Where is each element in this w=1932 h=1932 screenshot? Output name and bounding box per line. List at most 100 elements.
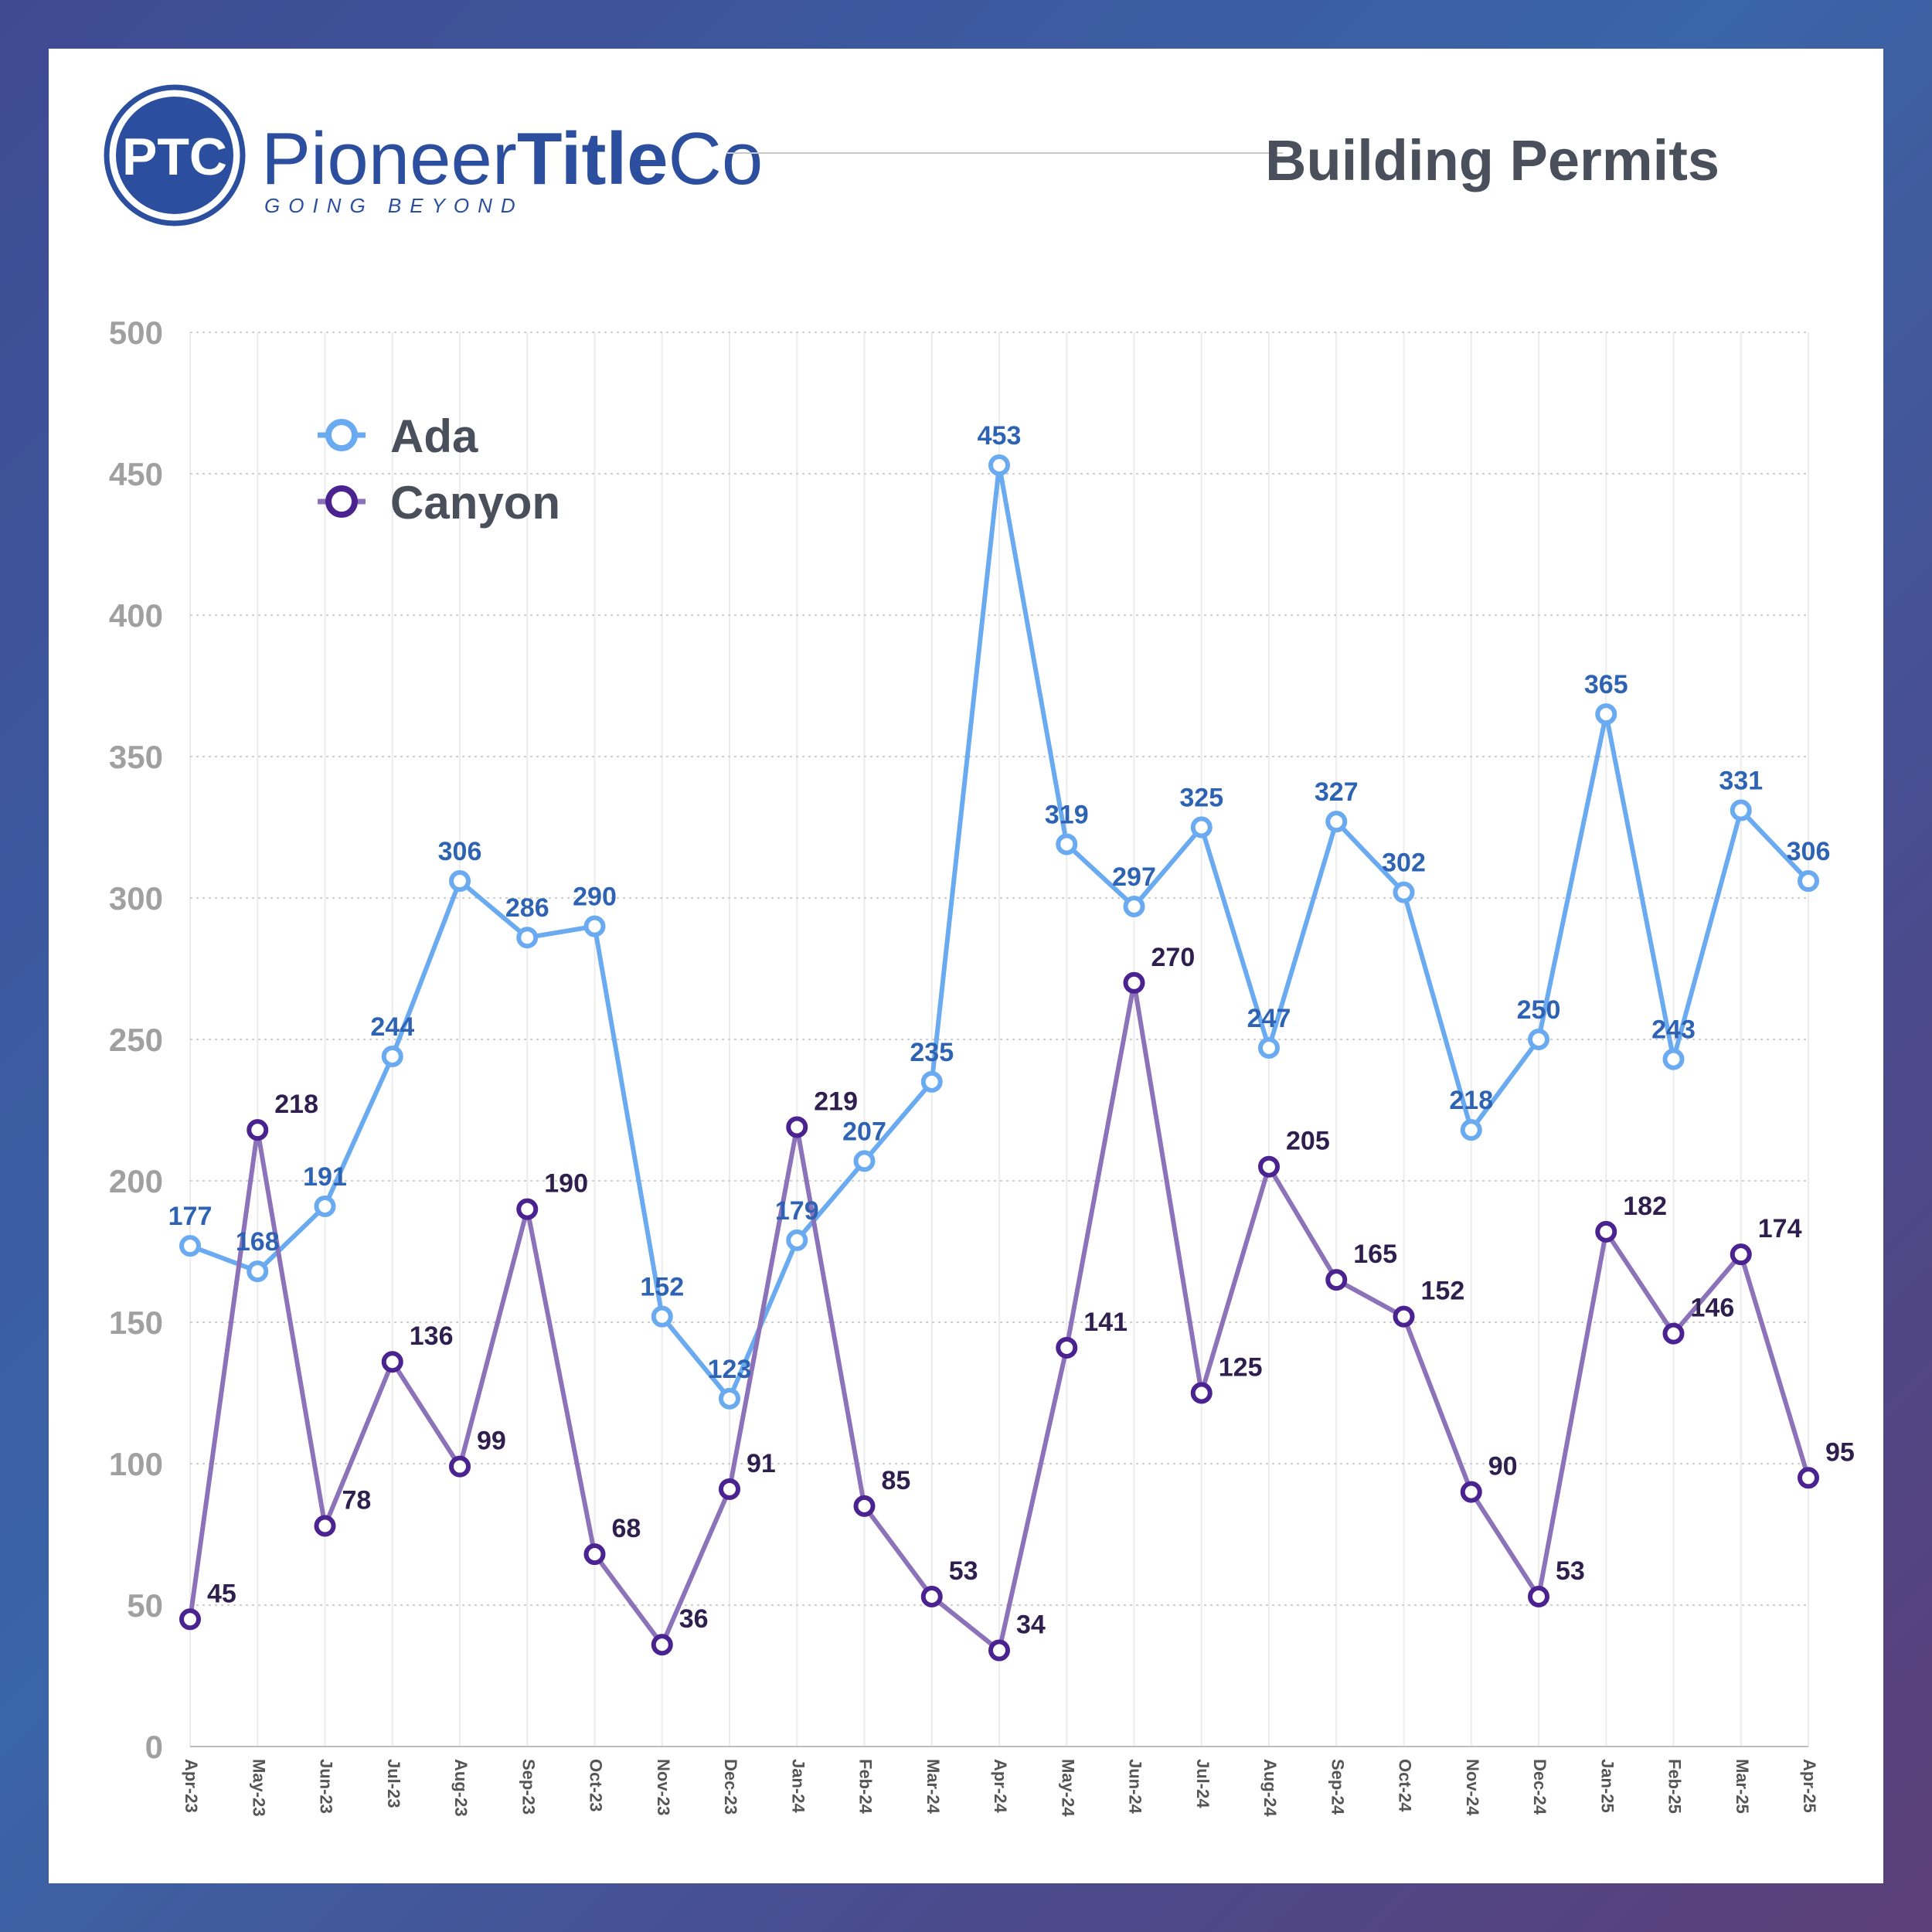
logo-badge-icon <box>116 97 233 214</box>
data-label-canyon: 270 <box>1151 943 1196 972</box>
data-point-ada <box>1190 816 1213 838</box>
data-point-canyon <box>853 1495 876 1517</box>
x-tick-label: Jul-23 <box>384 1759 403 1808</box>
data-label-ada: 123 <box>708 1355 752 1384</box>
data-label-ada: 243 <box>1651 1015 1696 1045</box>
x-tick-label: Dec-23 <box>721 1759 740 1815</box>
data-label-canyon: 45 <box>207 1579 236 1608</box>
x-tick-label: Mar-24 <box>923 1759 943 1815</box>
data-point-canyon <box>1798 1467 1819 1489</box>
data-label-ada: 319 <box>1045 800 1089 829</box>
data-point-ada <box>1595 703 1617 726</box>
data-point-ada <box>516 927 539 949</box>
y-tick-label: 200 <box>109 1163 163 1199</box>
y-tick-label: 400 <box>109 597 163 634</box>
x-tick-label: Jun-23 <box>317 1759 336 1814</box>
data-point-canyon <box>719 1478 740 1500</box>
x-tick-label: May-24 <box>1058 1759 1077 1817</box>
data-label-ada: 244 <box>370 1012 414 1042</box>
data-label-canyon: 190 <box>544 1169 588 1199</box>
data-point-canyon <box>1190 1382 1213 1404</box>
data-label-ada: 327 <box>1315 777 1359 807</box>
data-point-ada <box>1662 1048 1685 1070</box>
y-tick-label: 300 <box>109 880 163 917</box>
chart-canvas: PTC PioneerTitleCo GOING BEYOND Building… <box>104 84 1855 1817</box>
x-tick-label: Oct-23 <box>587 1759 606 1811</box>
data-label-ada: 306 <box>438 837 482 866</box>
data-point-ada <box>1123 895 1145 917</box>
logo-badge-text: PTC <box>122 128 227 186</box>
brand-end: Co <box>668 117 764 200</box>
x-tick-label: Mar-25 <box>1733 1759 1752 1814</box>
data-point-canyon <box>1662 1322 1685 1345</box>
data-point-canyon <box>583 1543 606 1566</box>
data-label-ada: 306 <box>1787 837 1831 866</box>
data-label-ada: 168 <box>236 1227 280 1257</box>
data-label-canyon: 141 <box>1083 1308 1128 1337</box>
series-points-canyon: 45 218 78 136 99 190 68 36 91 219 85 53 34 141 270 125 2… <box>179 943 1855 1662</box>
data-point-canyon <box>449 1455 471 1478</box>
data-point-ada <box>853 1150 876 1172</box>
data-point-canyon <box>1595 1220 1617 1243</box>
data-point-canyon <box>1325 1269 1348 1291</box>
y-axis: 0 50 100 150 200 250 300 350 400 450 500 <box>109 315 163 1765</box>
data-point-canyon <box>516 1198 539 1220</box>
data-label-ada: 365 <box>1584 670 1628 699</box>
legend: Ada Canyon <box>318 410 560 529</box>
x-tick-label: Feb-24 <box>856 1759 876 1815</box>
data-point-ada <box>1460 1119 1482 1141</box>
data-label-ada: 250 <box>1517 995 1561 1025</box>
data-point-canyon <box>1460 1481 1482 1503</box>
y-tick-label: 500 <box>109 315 163 351</box>
data-point-ada <box>1258 1036 1280 1059</box>
data-point-ada <box>314 1195 336 1217</box>
x-tick-label: Feb-25 <box>1665 1759 1685 1814</box>
data-label-ada: 331 <box>1719 767 1763 796</box>
data-point-ada <box>179 1235 201 1257</box>
data-point-ada <box>1393 881 1415 903</box>
logo: PTC PioneerTitleCo GOING BEYOND <box>104 84 764 226</box>
y-tick-label: 100 <box>109 1446 163 1482</box>
x-tick-label: Apr-24 <box>991 1759 1010 1813</box>
data-point-canyon <box>1056 1336 1078 1359</box>
data-point-canyon <box>381 1351 403 1373</box>
data-label-ada: 297 <box>1112 862 1156 892</box>
x-tick-label: Jan-24 <box>788 1759 808 1813</box>
data-point-ada <box>1056 833 1078 855</box>
data-point-ada <box>719 1387 740 1410</box>
y-tick-label: 0 <box>145 1729 163 1765</box>
data-label-canyon: 182 <box>1623 1192 1667 1221</box>
data-label-canyon: 53 <box>1556 1556 1585 1586</box>
chart-card: PTC PioneerTitleCo GOING BEYOND Building… <box>49 49 1883 1883</box>
y-tick-label: 150 <box>109 1304 163 1341</box>
data-label-ada: 247 <box>1247 1004 1291 1033</box>
data-label-canyon: 174 <box>1758 1214 1802 1243</box>
data-label-ada: 191 <box>303 1162 347 1192</box>
data-label-canyon: 205 <box>1286 1127 1330 1156</box>
data-point-canyon <box>1258 1155 1280 1178</box>
data-point-canyon <box>786 1116 808 1138</box>
x-tick-label: Sep-23 <box>519 1759 538 1815</box>
data-label-canyon: 68 <box>612 1514 641 1543</box>
x-tick-label: Aug-23 <box>451 1759 471 1817</box>
data-point-ada <box>1528 1029 1549 1050</box>
series-points-ada: 177 168 191 244 306 286 290 152 123 179 207 235 453 3… <box>168 421 1831 1410</box>
x-tick-label: Nov-24 <box>1463 1759 1482 1816</box>
data-point-canyon <box>1528 1586 1549 1608</box>
data-point-ada <box>583 915 606 937</box>
data-label-canyon: 136 <box>410 1321 454 1351</box>
data-label-canyon: 219 <box>814 1087 858 1116</box>
data-point-ada <box>1798 870 1819 893</box>
x-tick-label: Apr-23 <box>182 1759 201 1813</box>
brand-tagline: GOING BEYOND <box>264 194 524 217</box>
data-label-canyon: 165 <box>1353 1240 1397 1269</box>
x-tick-label: Jul-24 <box>1193 1759 1213 1808</box>
data-point-canyon <box>920 1586 943 1608</box>
brand-light: Pioneer <box>261 117 517 200</box>
data-label-canyon: 53 <box>949 1556 978 1586</box>
data-label-canyon: 125 <box>1219 1353 1263 1383</box>
legend-ada-label: Ada <box>390 410 478 462</box>
data-point-canyon <box>247 1119 269 1141</box>
x-tick-label: Sep-24 <box>1328 1759 1347 1815</box>
data-label-canyon: 152 <box>1421 1277 1465 1306</box>
